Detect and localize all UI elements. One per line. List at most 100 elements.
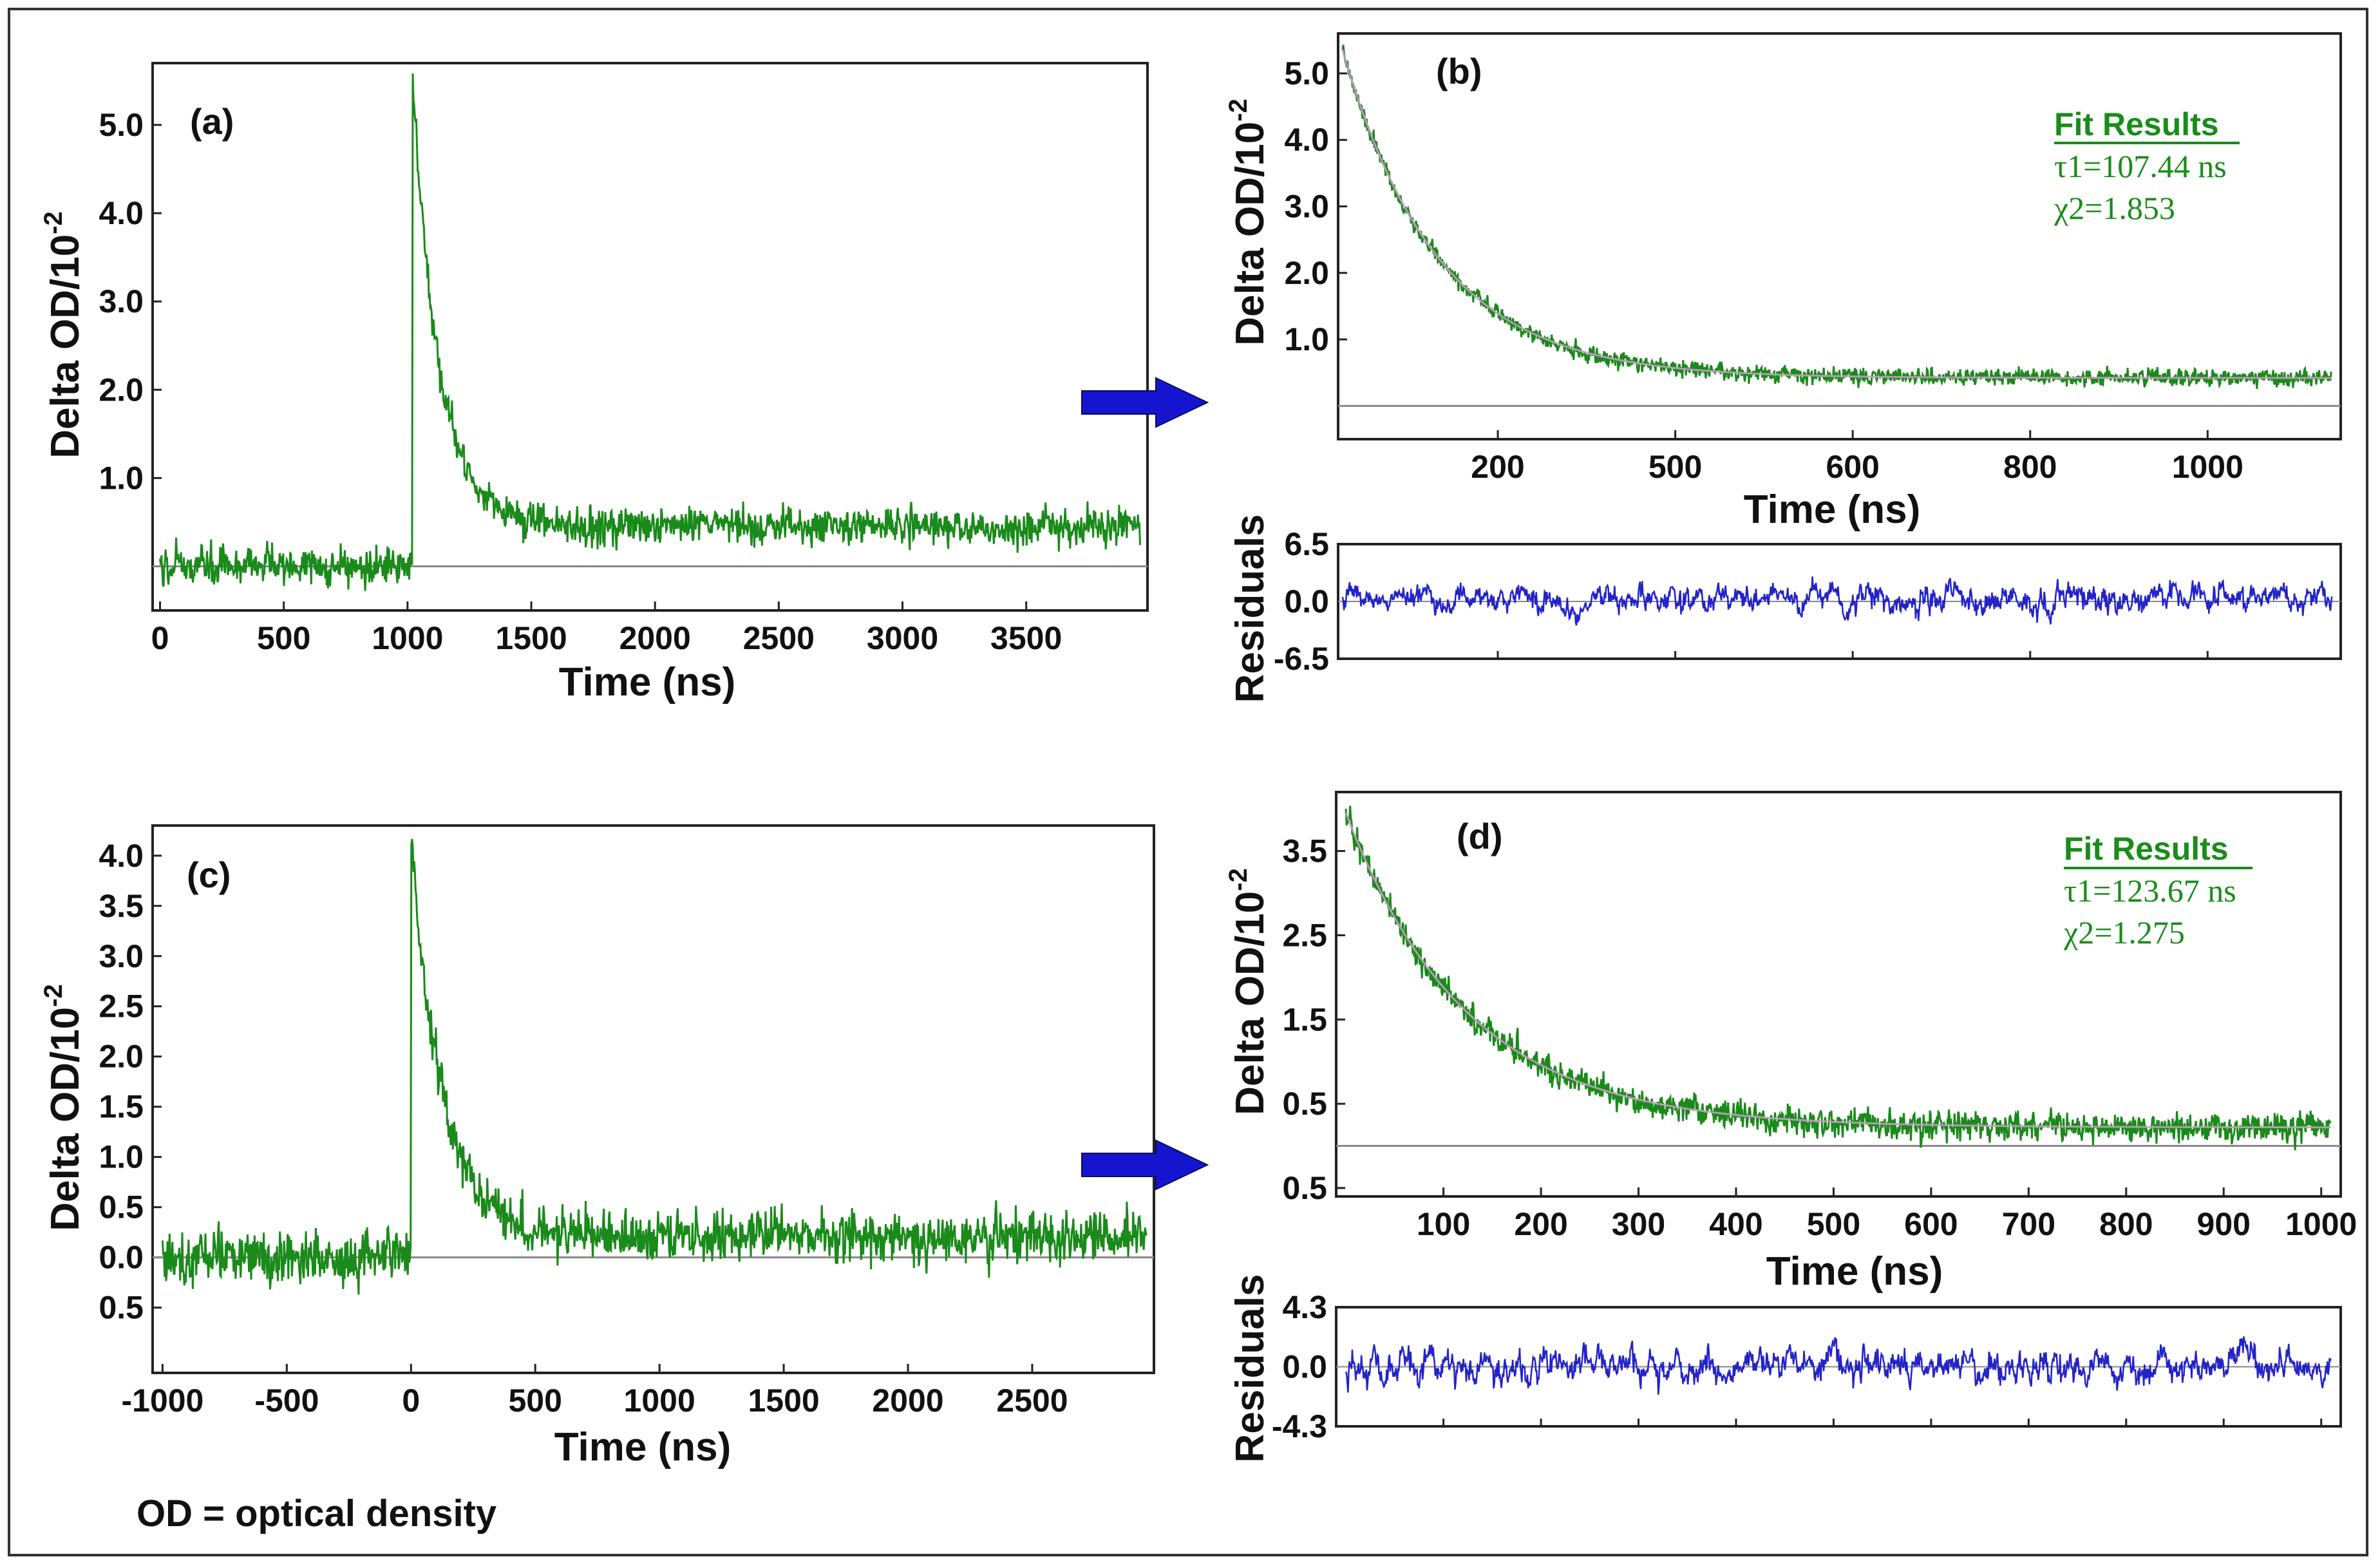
x-tick-label: 900 xyxy=(2197,1206,2251,1242)
svg-text:Residuals: Residuals xyxy=(1228,515,1272,703)
y-axis-label-d: Delta OD/10-2 xyxy=(1224,868,1272,1115)
axis-ticks-b: 200 500 600 800 1000 1.0 2.0 3.0 4.0 5.0 xyxy=(1284,55,2243,485)
y-tick-label: 0.0 xyxy=(99,1240,144,1276)
y-axis-label-exponent-b: -2 xyxy=(1224,99,1252,122)
y-tick-label: 0.5 xyxy=(99,1189,144,1225)
y-axis-label-text-c: Delta OD/10 xyxy=(43,1007,88,1231)
panel-label-a: (a) xyxy=(190,101,234,142)
x-tick-label: 600 xyxy=(1904,1206,1958,1242)
y-axis-label-exponent-a: -2 xyxy=(39,211,68,234)
signal-trace xyxy=(159,73,1141,591)
panel-c: -1000 -500 0 500 1000 1500 2000 2500 4.0 3.5 3.0 2.… xyxy=(39,824,1155,1469)
x-tick-label: 500 xyxy=(1807,1206,1860,1242)
x-axis-label-c: Time (ns) xyxy=(554,1425,731,1469)
svg-text:Delta OD/10-2: Delta OD/10-2 xyxy=(39,984,88,1231)
residual-series-b xyxy=(1341,576,2333,626)
fit-curve-d xyxy=(1345,813,2331,1129)
signal-trace xyxy=(1341,44,2332,389)
y-tick-label: 2.0 xyxy=(1284,255,1329,291)
x-tick-label: 300 xyxy=(1612,1206,1665,1242)
residual-tick-label: -4.3 xyxy=(1272,1408,1327,1444)
y-tick-label: 0.5 xyxy=(1282,1170,1327,1206)
y-axis-label-b: Delta OD/10-2 xyxy=(1224,99,1272,346)
svg-text:Residuals: Residuals xyxy=(1228,1274,1272,1463)
plot-frame-d xyxy=(1335,791,2342,1198)
y-tick-label: 3.5 xyxy=(99,888,144,924)
y-tick-label: 4.0 xyxy=(1284,122,1329,158)
y-axis-label-text-b: Delta OD/10 xyxy=(1228,122,1272,346)
y-tick-label: 3.5 xyxy=(1282,833,1327,869)
x-tick-label: 1000 xyxy=(624,1383,695,1419)
x-tick-label: 2500 xyxy=(743,620,815,656)
fit-chi-b: χ2=1.853 xyxy=(2054,190,2175,226)
x-tick-label: 700 xyxy=(2002,1206,2055,1242)
axis-ticks-d: 100 200 300 400 500 600 700 800 900 1000 3.5 2.5 1.5… xyxy=(1282,833,2357,1242)
x-tick-label: 1000 xyxy=(2172,449,2243,485)
x-tick-label: 100 xyxy=(1417,1206,1470,1242)
exponential-fit xyxy=(1341,50,2332,379)
x-tick-label: 200 xyxy=(1514,1206,1567,1242)
residual-ticks-b: 6.5 0.0 -6.5 xyxy=(1274,526,2341,677)
y-tick-label: 1.0 xyxy=(99,460,144,496)
x-tick-label: 500 xyxy=(508,1383,562,1419)
y-axis-label-a: Delta OD/10-2 xyxy=(39,211,88,458)
x-axis-label-a: Time (ns) xyxy=(559,660,735,704)
fit-curve-b xyxy=(1341,50,2332,379)
fit-results-box-b: Fit Results τ1=107.44 ns χ2=1.853 xyxy=(2054,106,2240,226)
panel-label-b: (b) xyxy=(1436,51,1482,91)
fit-tau-b: τ1=107.44 ns xyxy=(2054,148,2227,184)
exponential-fit xyxy=(1345,813,2331,1129)
panel-b: 200 500 600 800 1000 1.0 2.0 3.0 4.0 5.0 (b) Fit … xyxy=(1224,32,2342,703)
residual-label-d: Residuals xyxy=(1228,1274,1272,1463)
x-tick-label: 3000 xyxy=(867,620,938,656)
x-tick-label: -1000 xyxy=(121,1383,203,1419)
fit-results-box-d: Fit Results τ1=123.67 ns χ2=1.275 xyxy=(2063,831,2252,950)
y-axis-label-c: Delta OD/10-2 xyxy=(39,984,88,1231)
data-series-c xyxy=(161,838,1148,1295)
y-tick-label: 1.0 xyxy=(99,1139,144,1175)
y-tick-label: 1.5 xyxy=(99,1089,144,1125)
panel-label-d: (d) xyxy=(1457,816,1503,856)
x-tick-label: 2000 xyxy=(619,620,691,656)
axis-ticks-a: 0 500 1000 1500 2000 2500 3000 3500 1.0 2.0 3.0 4.0… xyxy=(99,107,1062,656)
y-tick-label: 2.5 xyxy=(99,988,144,1025)
plot-frame-a xyxy=(151,62,1149,612)
residual-tick-label: -6.5 xyxy=(1274,641,1329,677)
x-tick-label: 0 xyxy=(402,1383,420,1419)
x-tick-label: 500 xyxy=(1648,449,1702,485)
x-tick-label: 500 xyxy=(257,620,310,656)
x-tick-label: 0 xyxy=(151,620,169,656)
plot-frame-b xyxy=(1337,32,2342,440)
data-series-b xyxy=(1341,44,2332,389)
residual-trace xyxy=(1345,1336,2332,1395)
svg-text:Delta OD/10-2: Delta OD/10-2 xyxy=(39,211,88,458)
y-axis-label-text-d: Delta OD/10 xyxy=(1228,891,1272,1115)
x-tick-label: 1500 xyxy=(495,620,567,656)
residual-tick-label: 0.0 xyxy=(1282,1349,1327,1385)
y-axis-label-exponent-c: -2 xyxy=(39,984,68,1007)
y-tick-label: 2.5 xyxy=(1282,917,1327,953)
panel-d: 100 200 300 400 500 600 700 800 900 1000 3.5 2.5 1.5… xyxy=(1224,791,2357,1463)
x-axis-label-b: Time (ns) xyxy=(1744,487,1920,532)
y-tick-label: 2.0 xyxy=(99,372,144,408)
y-tick-label: 0.5 xyxy=(99,1290,144,1326)
axis-ticks-c: -1000 -500 0 500 1000 1500 2000 2500 4.0 3.5 3.0 2.… xyxy=(99,838,1068,1419)
x-tick-label: 3500 xyxy=(990,620,1062,656)
y-tick-label: 0.5 xyxy=(1282,1086,1327,1122)
x-tick-label: 1000 xyxy=(2285,1206,2357,1242)
svg-text:Delta OD/10-2: Delta OD/10-2 xyxy=(1224,868,1272,1115)
x-tick-label: 1000 xyxy=(372,620,443,656)
fit-tau-d: τ1=123.67 ns xyxy=(2064,873,2236,909)
y-tick-label: 3.0 xyxy=(99,283,144,319)
y-tick-label: 5.0 xyxy=(99,107,144,143)
x-tick-label: 600 xyxy=(1826,449,1879,485)
x-tick-label: 800 xyxy=(2003,449,2057,485)
signal-trace xyxy=(161,838,1148,1295)
y-tick-label: 1.0 xyxy=(1284,321,1329,357)
fit-results-title-b: Fit Results xyxy=(2054,106,2219,142)
fit-chi-d: χ2=1.275 xyxy=(2063,914,2185,950)
arrow-a-to-b xyxy=(1081,377,1209,428)
svg-text:Delta OD/10-2: Delta OD/10-2 xyxy=(1224,99,1272,346)
x-tick-label: 800 xyxy=(2099,1206,2153,1242)
